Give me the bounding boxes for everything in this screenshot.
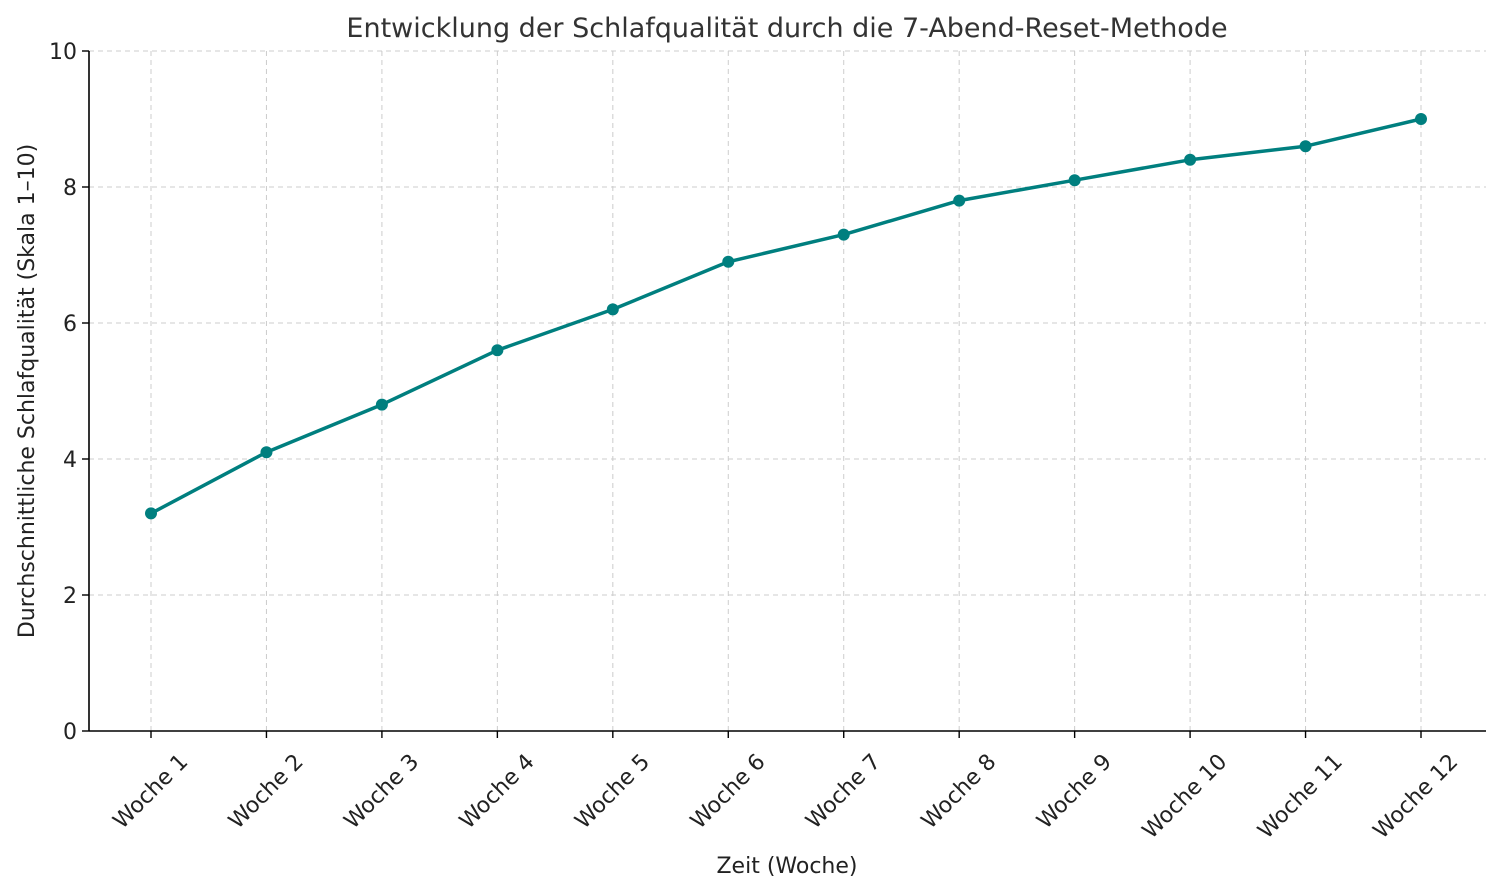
x-tick-label: Woche 9	[1032, 750, 1116, 834]
data-point	[1068, 174, 1081, 187]
x-tick-label: Woche 7	[801, 750, 885, 834]
y-tick-label: 8	[63, 176, 77, 201]
series-line	[149, 117, 1423, 516]
chart-title: Entwicklung der Schlafqualität durch die…	[346, 13, 1227, 44]
x-tick-label: Woche 4	[455, 750, 539, 834]
data-point	[491, 344, 504, 357]
data-point	[1415, 113, 1427, 125]
data-point	[722, 255, 735, 268]
series-layer	[145, 113, 1427, 520]
y-tick-label: 6	[63, 312, 77, 337]
y-tick-label: 2	[63, 584, 77, 609]
x-tick-label: Woche 5	[571, 750, 655, 834]
axes-layer	[88, 51, 1486, 732]
data-point	[375, 398, 388, 411]
data-point	[1299, 140, 1312, 153]
data-point	[953, 194, 966, 207]
data-point	[1184, 153, 1197, 166]
data-point	[145, 507, 157, 520]
x-tick-label: Woche 1	[109, 750, 193, 834]
x-tick-label: Woche 10	[1138, 750, 1232, 844]
tick-layer: 0 2 4 6 8 10 Woche 1 Woche 2 Woche 3 Woche 4 Woche…	[49, 40, 1463, 844]
grid-layer	[89, 50, 1486, 732]
x-tick-label: Woche 2	[224, 750, 308, 834]
y-tick-label: 4	[63, 448, 77, 473]
y-tick-label: 0	[63, 720, 77, 745]
x-tick-label: Woche 8	[917, 750, 1001, 834]
x-tick-label: Woche 12	[1369, 750, 1463, 844]
x-tick-label: Woche 11	[1253, 750, 1347, 844]
y-tick-label: 10	[49, 40, 77, 65]
data-point	[260, 446, 273, 459]
x-tick-label: Woche 6	[686, 750, 770, 834]
y-axis-label: Durchschnittliche Schlafqualität (Skala …	[15, 144, 40, 638]
data-point	[606, 303, 619, 316]
x-axis-label: Zeit (Woche)	[716, 854, 857, 879]
x-tick-label: Woche 3	[340, 750, 424, 834]
data-point	[837, 228, 850, 241]
